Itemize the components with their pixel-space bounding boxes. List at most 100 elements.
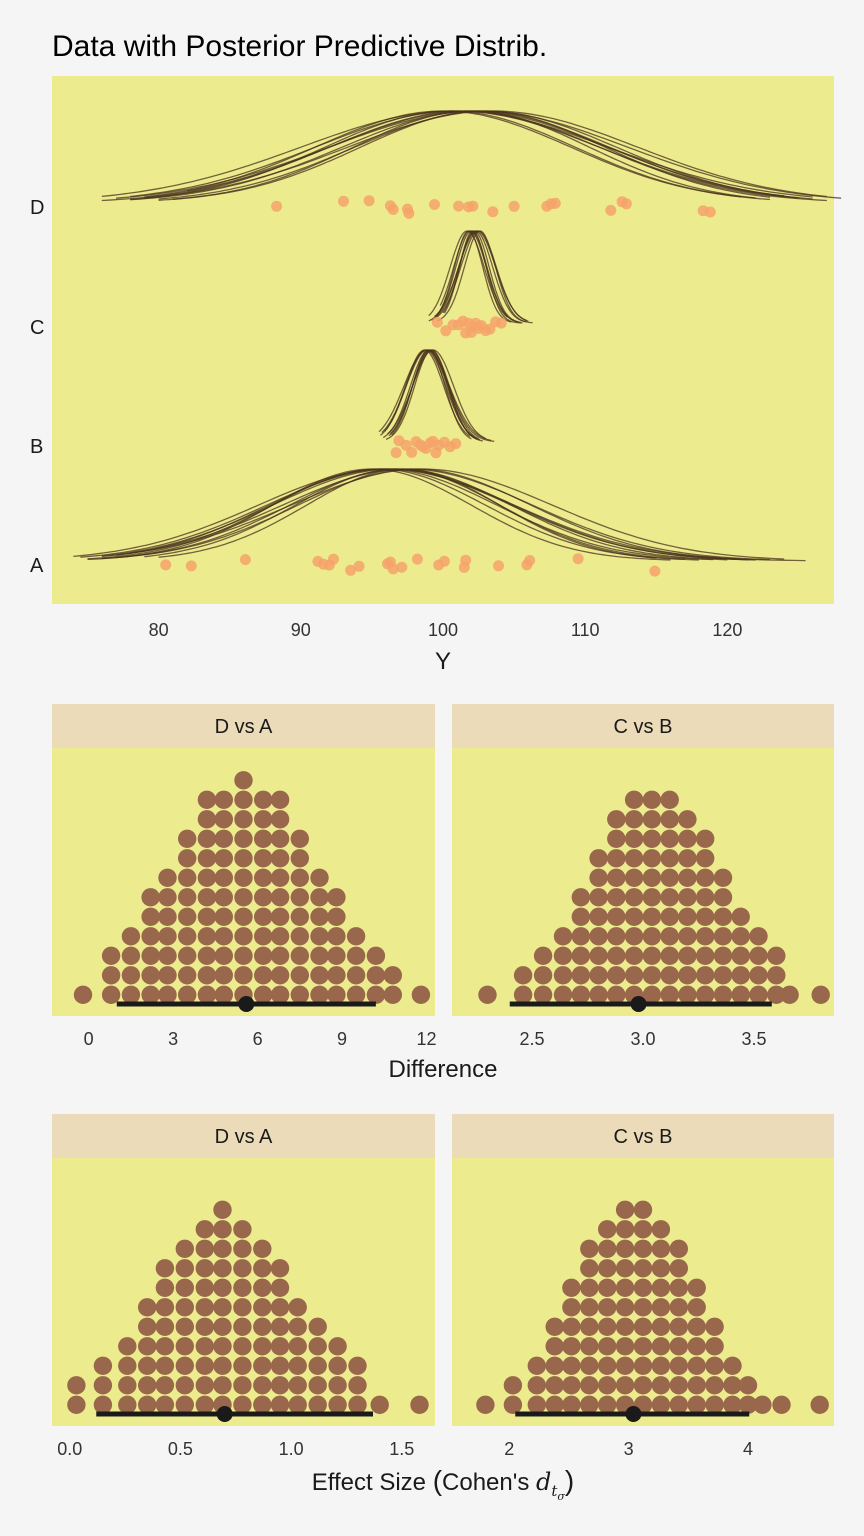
posterior-dot — [310, 888, 329, 907]
posterior-dot — [328, 1337, 347, 1356]
posterior-dot — [660, 790, 679, 809]
posterior-dot — [195, 1239, 214, 1259]
posterior-dot — [598, 1298, 617, 1317]
x-tick-label: 0 — [84, 1029, 94, 1049]
posterior-dot — [118, 1376, 137, 1395]
group-labels: A B C D — [30, 197, 44, 577]
posterior-dot — [197, 868, 217, 887]
data-point-d — [605, 204, 617, 216]
posterior-dot — [713, 927, 733, 946]
posterior-dot — [214, 849, 233, 868]
posterior-dot — [696, 907, 715, 926]
posterior-dot — [254, 966, 273, 985]
posterior-dot — [607, 849, 626, 868]
posterior-dot — [562, 1376, 581, 1395]
posterior-dot — [118, 1395, 137, 1415]
posterior-dot — [253, 1278, 272, 1298]
difference-axis-label: Difference — [389, 1056, 498, 1083]
data-point-d — [467, 200, 479, 212]
posterior-dot — [589, 966, 608, 985]
ppd-panel-background — [52, 76, 834, 604]
posterior-dot — [624, 946, 644, 965]
posterior-dot — [178, 946, 197, 965]
posterior-dot — [138, 1317, 157, 1337]
posterior-dot — [731, 966, 750, 985]
posterior-dot — [705, 1356, 724, 1376]
posterior-dot — [155, 1278, 175, 1298]
posterior-dot — [696, 966, 715, 985]
posterior-dot — [270, 927, 290, 946]
posterior-dot — [155, 1298, 175, 1317]
posterior-curve-b — [387, 349, 486, 440]
posterior-dot — [213, 1239, 232, 1259]
posterior-dot — [642, 946, 662, 965]
posterior-dot — [589, 888, 608, 907]
x-tick-label: 2.5 — [519, 1029, 544, 1049]
posterior-dot — [213, 1220, 232, 1239]
data-point-d — [704, 206, 716, 218]
posterior-dot — [633, 1317, 653, 1337]
posterior-dot — [254, 790, 273, 809]
posterior-dot — [214, 868, 233, 887]
data-point-d — [429, 199, 440, 210]
posterior-dot — [660, 946, 679, 965]
posterior-dot — [253, 1376, 272, 1395]
posterior-dot — [310, 907, 329, 926]
posterior-curve-c — [434, 230, 528, 322]
posterior-dot — [197, 829, 217, 848]
posterior-dot — [254, 907, 273, 926]
posterior-curve-a — [80, 468, 749, 561]
posterior-dot — [607, 907, 626, 926]
posterior-dot — [660, 888, 679, 907]
difference-panel-c-vs-b: C vs B 2.5 3.0 3.5 — [452, 704, 834, 1049]
posterior-dot — [270, 907, 290, 926]
posterior-dot — [214, 985, 233, 1004]
posterior-dot — [580, 1278, 599, 1298]
posterior-curve-c — [437, 230, 533, 324]
posterior-dot — [155, 1376, 175, 1395]
posterior-dot — [580, 1337, 599, 1356]
posterior-dot — [767, 966, 786, 985]
posterior-dot — [270, 1337, 290, 1356]
group-label-a: A — [30, 555, 44, 577]
posterior-dot — [234, 868, 253, 887]
strip-label: D vs A — [215, 716, 273, 738]
posterior-dot — [545, 1395, 564, 1415]
effect-size-panel-c-vs-b: C vs B 2 3 4 — [452, 1114, 834, 1459]
posterior-dot — [615, 1317, 635, 1337]
posterior-dot — [607, 927, 626, 946]
data-point-a — [524, 555, 536, 566]
posterior-dot — [346, 927, 366, 946]
posterior-curve-d — [130, 110, 799, 201]
posterior-dot — [233, 1278, 252, 1298]
posterior-dot — [155, 1259, 175, 1278]
posterior-dot — [678, 868, 697, 887]
posterior-dot — [270, 1278, 290, 1298]
posterior-dot — [811, 985, 830, 1004]
posterior-dot — [234, 888, 253, 907]
posterior-dot — [290, 985, 309, 1004]
posterior-dot — [527, 1395, 546, 1415]
posterior-dot — [642, 888, 662, 907]
posterior-dot — [624, 927, 644, 946]
posterior-dot — [705, 1337, 724, 1356]
effect-size-panel-d-vs-a: D vs A 0.0 0.5 1.0 1.5 — [52, 1114, 435, 1459]
posterior-dot — [705, 1376, 724, 1395]
posterior-dot — [213, 1278, 232, 1298]
posterior-dot — [589, 985, 608, 1004]
posterior-dot — [121, 966, 141, 985]
posterior-dot — [580, 1356, 599, 1376]
posterior-dot — [254, 829, 273, 848]
posterior-dot — [607, 868, 626, 887]
posterior-dot — [141, 927, 160, 946]
posterior-dot — [562, 1317, 581, 1337]
posterior-dot — [615, 1259, 635, 1278]
posterior-dot — [175, 1337, 194, 1356]
posterior-dot — [178, 966, 197, 985]
posterior-dot — [308, 1395, 327, 1415]
posterior-dot — [533, 966, 553, 985]
posterior-dot — [197, 810, 217, 829]
median-point — [630, 996, 647, 1012]
posterior-dot — [713, 946, 733, 965]
posterior-dot — [615, 1298, 635, 1317]
